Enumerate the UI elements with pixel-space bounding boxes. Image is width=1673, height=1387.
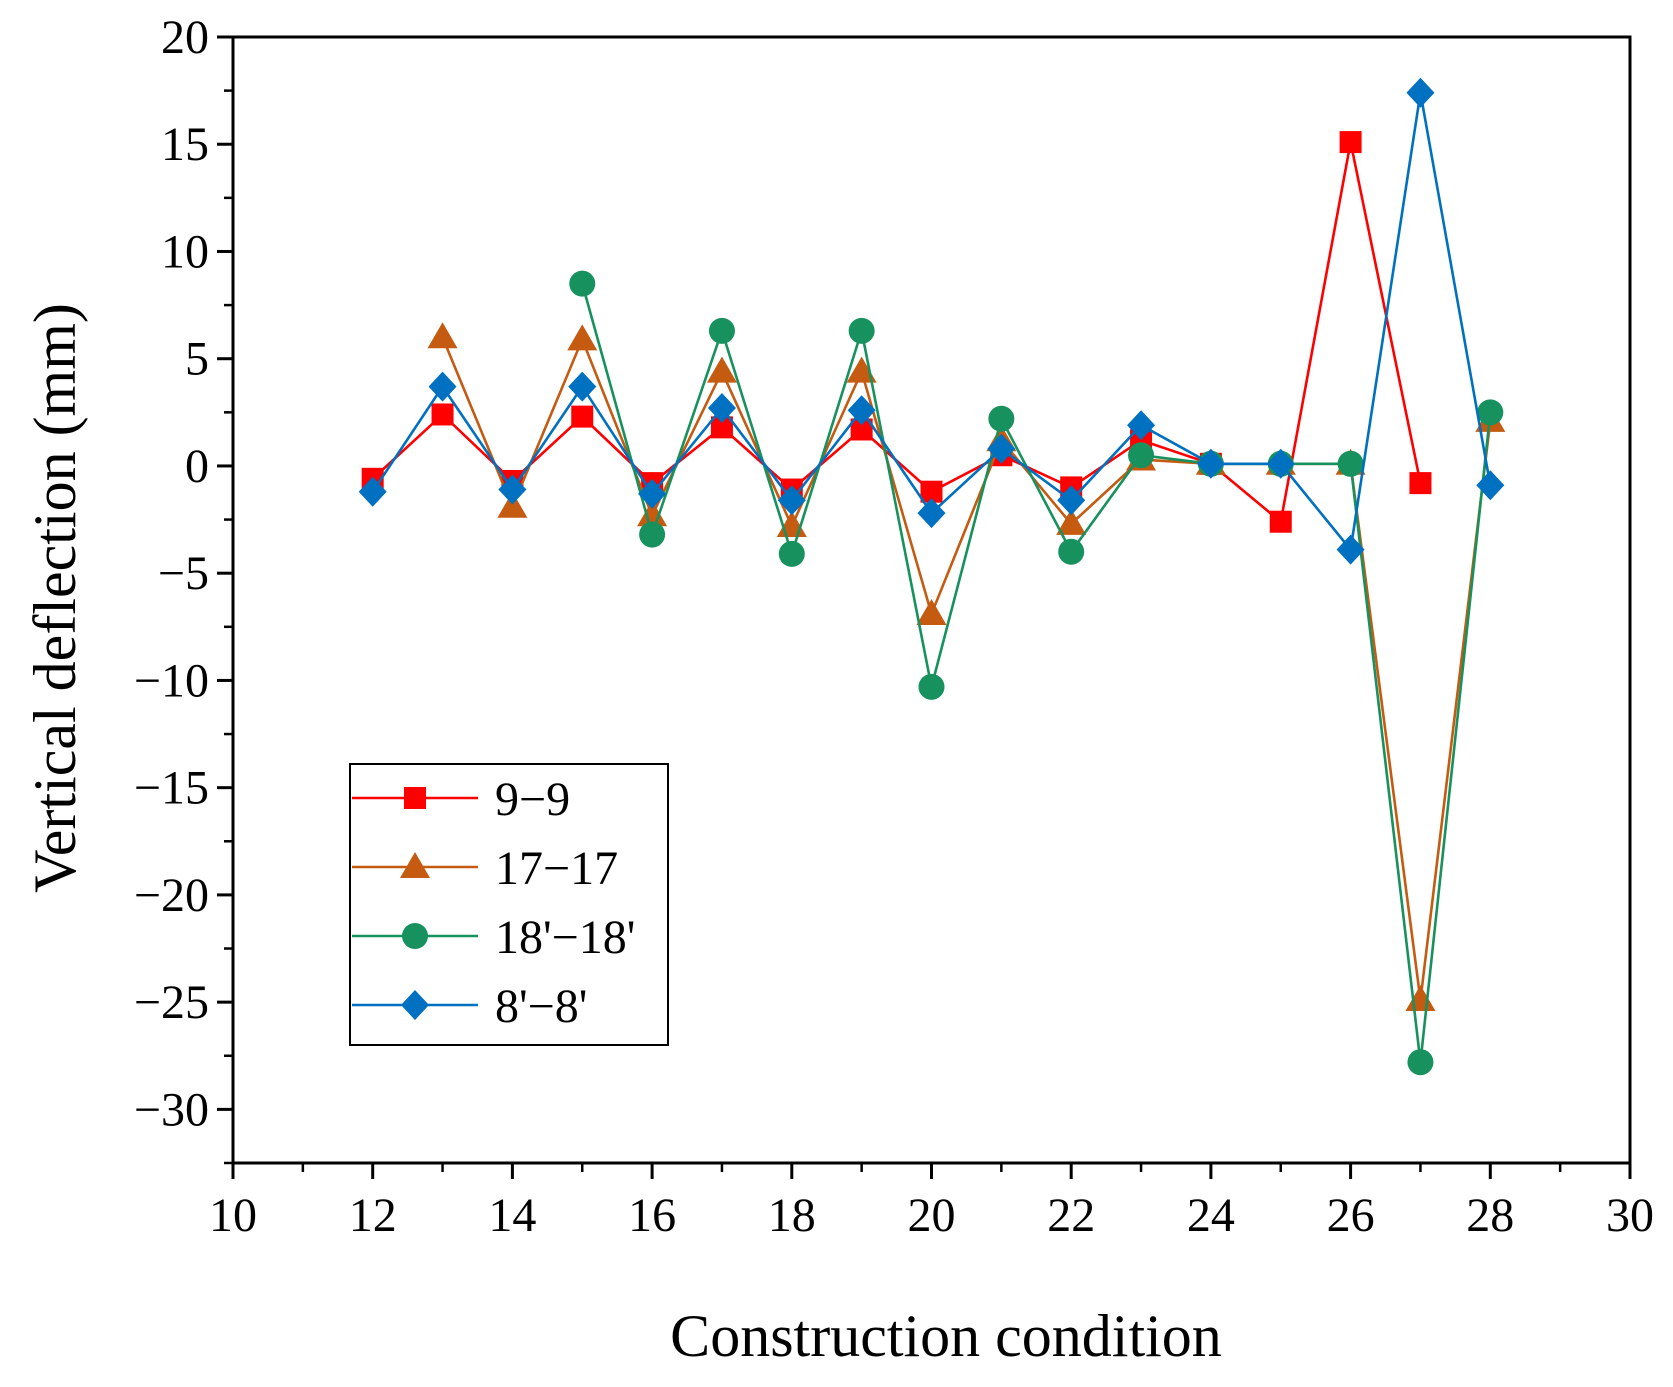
data-point	[428, 371, 457, 402]
legend-label: 17−17	[495, 842, 618, 895]
data-point	[707, 393, 736, 424]
data-point	[1406, 77, 1435, 108]
data-point	[1409, 472, 1432, 495]
axis-ticks: 10 12 14 16 18 20 22 24 26 28 30 −30 −25 −20 −15 −10 −5 0…	[134, 11, 1654, 1242]
data-point	[568, 371, 597, 402]
y-tick-label: 0	[185, 440, 209, 493]
series-circle	[569, 270, 1504, 1076]
y-tick-label: −30	[134, 1083, 209, 1136]
data-point	[1127, 410, 1156, 441]
data-point	[1128, 442, 1155, 469]
legend-item: 17−17	[352, 842, 618, 895]
data-point	[850, 418, 873, 441]
x-tick-label: 14	[488, 1189, 536, 1242]
data-point	[1339, 131, 1362, 154]
data-point	[988, 405, 1015, 432]
y-tick-label: −20	[134, 869, 209, 922]
data-point	[846, 356, 877, 383]
x-axis-title: Construction condition	[670, 1303, 1222, 1369]
y-tick-label: 20	[161, 11, 209, 64]
series-diamond	[358, 77, 1505, 565]
data-point	[358, 476, 387, 507]
data-point	[848, 317, 875, 344]
legend-marker	[401, 990, 429, 1020]
data-point	[777, 485, 806, 516]
x-tick-label: 16	[628, 1189, 676, 1242]
x-tick-label: 10	[209, 1189, 257, 1242]
data-point	[1056, 508, 1087, 535]
data-point	[920, 480, 943, 503]
y-tick-label: 15	[161, 118, 209, 171]
data-point	[1337, 450, 1364, 477]
data-point	[639, 521, 666, 548]
data-point	[708, 317, 735, 344]
data-point	[427, 322, 458, 349]
series-group	[358, 77, 1506, 1076]
y-tick-label: −10	[134, 654, 209, 707]
y-tick-label: −25	[134, 976, 209, 1029]
y-tick-label: −5	[158, 547, 209, 600]
legend-box	[349, 763, 669, 1046]
data-point	[567, 324, 598, 351]
data-point	[497, 491, 528, 518]
data-point	[1477, 399, 1504, 426]
x-tick-label: 18	[768, 1189, 816, 1242]
data-point	[1057, 485, 1086, 516]
data-point	[431, 403, 454, 426]
data-point	[916, 598, 947, 625]
data-point	[571, 405, 594, 428]
x-tick-label: 24	[1187, 1189, 1235, 1242]
y-tick-label: −15	[134, 762, 209, 815]
legend-marker	[404, 787, 426, 809]
data-point	[1266, 448, 1295, 479]
data-point	[987, 433, 1016, 464]
data-point	[1196, 448, 1225, 479]
legend-label: 9−9	[495, 773, 570, 826]
data-point	[569, 270, 596, 297]
data-point	[1476, 470, 1505, 501]
data-point	[1407, 1049, 1434, 1076]
data-point	[1405, 984, 1436, 1011]
y-tick-label: 5	[185, 333, 209, 386]
x-tick-label: 20	[908, 1189, 956, 1242]
x-tick-label: 28	[1466, 1189, 1514, 1242]
data-point	[498, 474, 527, 505]
x-tick-label: 12	[349, 1189, 397, 1242]
data-point	[1269, 510, 1292, 533]
data-point	[638, 478, 667, 509]
data-point	[918, 673, 945, 700]
legend-item: 9−9	[352, 773, 570, 826]
data-point	[847, 395, 876, 426]
legend-label: 18'−18'	[495, 911, 635, 964]
legend: 9−9 17−17 18'−18' 8'−8'	[349, 763, 669, 1046]
data-point	[706, 356, 737, 383]
x-tick-label: 26	[1327, 1189, 1375, 1242]
y-tick-label: 10	[161, 225, 209, 278]
x-tick-label: 22	[1047, 1189, 1095, 1242]
data-point	[778, 540, 805, 567]
x-tick-label: 30	[1606, 1189, 1654, 1242]
legend-item: 18'−18'	[352, 911, 635, 964]
data-point	[637, 500, 668, 527]
data-point	[917, 498, 946, 529]
y-axis-title: Vertical deflection (mm)	[22, 303, 88, 893]
legend-marker	[400, 852, 430, 878]
data-point	[1336, 534, 1365, 565]
data-point	[710, 416, 733, 439]
legend-marker	[402, 923, 428, 949]
legend-item: 8'−8'	[352, 980, 587, 1033]
data-point	[1058, 538, 1085, 565]
legend-label: 8'−8'	[495, 980, 587, 1033]
